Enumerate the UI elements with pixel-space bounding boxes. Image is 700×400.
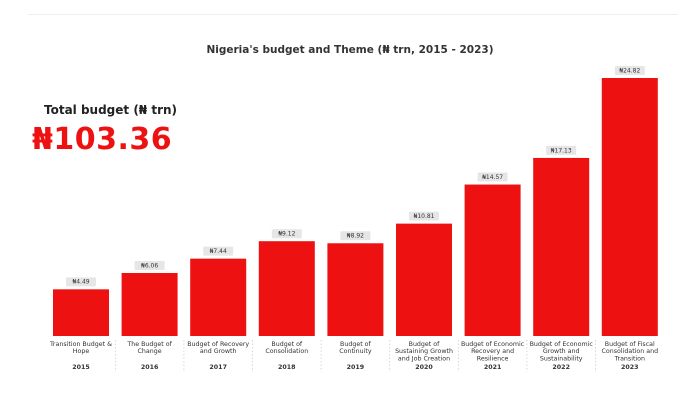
theme-label: Budget of Recovery and Growth [187,341,249,355]
bar [53,289,109,336]
theme-label-line: Budget of Economic [530,341,594,348]
theme-label-line: Budget of Recovery [187,341,249,348]
data-label: ₦14.57 [482,174,503,181]
data-label-background [134,261,165,271]
theme-label-line: Budget of [340,341,372,348]
theme-label-line: Budget of [409,341,441,348]
year-label: 2023 [621,364,639,371]
theme-label: The Budget of Change [126,341,172,355]
theme-label-line: The Budget of [126,341,172,348]
data-label-background [546,145,577,155]
theme-label-line: Hope [73,348,90,355]
data-label-background [614,66,645,75]
theme-label-line: Consolidation [265,348,308,355]
theme-label-line: Growth and [543,348,580,355]
theme-label: Budget of Continuity [339,341,372,355]
year-label: 2016 [141,364,159,371]
total-budget-label: Total budget (₦ trn) [44,103,178,117]
bar [327,243,384,336]
theme-label-line: Sustainability [540,355,583,362]
year-label: 2021 [484,364,502,371]
data-label-background [477,172,508,182]
theme-label: Budget of Fiscal Consolidation and Transit… [601,341,658,362]
theme-label: Budget of Sustaining Growth and Job Creati… [395,341,453,362]
data-label: ₦17.13 [551,147,572,154]
theme-label-line: Transition [614,355,645,362]
data-label-background [203,246,234,256]
data-label: ₦24.82 [619,67,640,74]
data-label: ₦8.92 [347,233,364,240]
theme-label-line: Transition Budget & [49,341,112,348]
data-label: ₦10.81 [414,213,435,220]
data-label: ₦7.44 [210,248,227,255]
theme-label-line: Resilience [477,355,509,362]
bar [121,273,178,336]
data-label-background [271,229,302,239]
theme-label-line: Sustaining Growth [395,348,453,355]
year-label: 2018 [278,364,296,371]
theme-label-line: and Job Creation [398,355,450,362]
data-label: ₦9.12 [278,231,295,238]
year-label: 2020 [415,364,433,371]
year-label: 2022 [552,364,570,371]
bar [258,241,315,336]
data-label: ₦6.06 [141,262,158,269]
data-label-background [340,231,371,241]
theme-label-line: and Growth [200,348,237,355]
theme-label-line: Consolidation and [601,348,658,355]
bar [601,78,658,336]
theme-label: Transition Budget & Hope [49,341,112,355]
theme-label: Budget of Consolidation [265,341,308,355]
theme-label-line: Budget of [271,341,303,348]
data-label: ₦4.49 [72,279,89,286]
bar [396,223,452,336]
theme-label-line: Change [138,348,162,355]
bar [190,258,247,336]
theme-label: Budget of Economic Recovery and Resilience [461,341,525,362]
data-label-background [409,211,439,221]
bar [533,157,590,336]
year-label: 2019 [347,364,365,371]
top-divider [28,14,678,15]
year-label: 2017 [209,364,227,371]
year-label: 2015 [72,364,90,371]
total-budget-value: ₦103.36 [32,122,173,157]
bar [464,184,521,336]
theme-label-line: Recovery and [471,348,514,355]
chart-title: Nigeria's budget and Theme (₦ trn, 2015 … [206,44,494,56]
theme-label-line: Continuity [339,348,372,355]
data-label-background [66,277,96,287]
theme-label: Budget of Economic Growth and Sustainabili… [530,341,594,362]
theme-label-line: Budget of Economic [461,341,525,348]
theme-label-line: Budget of Fiscal [605,341,655,348]
